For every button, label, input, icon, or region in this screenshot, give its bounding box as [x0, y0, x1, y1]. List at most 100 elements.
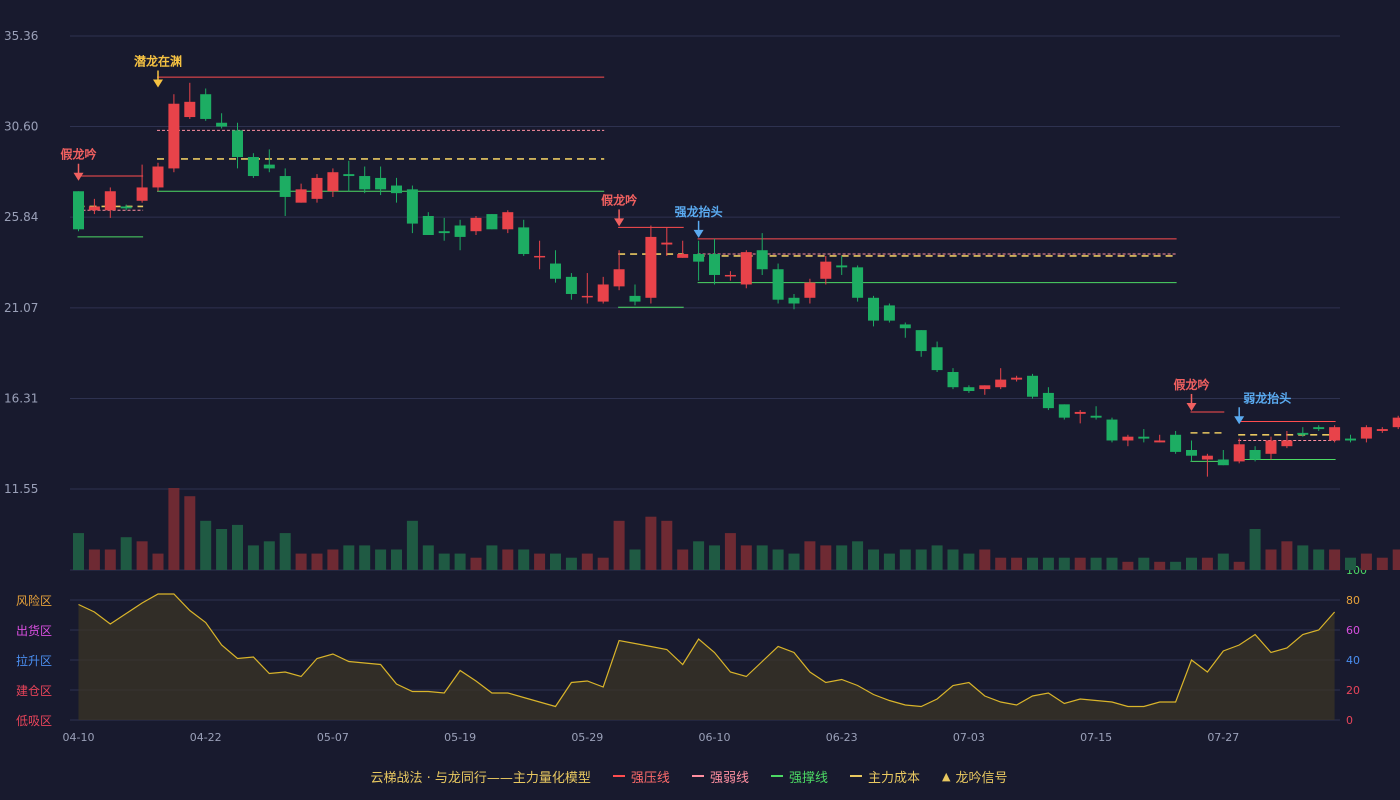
volume-bar [661, 520, 673, 570]
candle-body [1281, 440, 1293, 447]
volume-bar [454, 553, 466, 570]
candle-body [1027, 375, 1038, 397]
date-tick-label: 07-15 [1080, 731, 1112, 744]
candle-body [1042, 392, 1054, 409]
candle-body [104, 191, 116, 211]
candle-body [836, 265, 848, 268]
legend-swatch-support [770, 775, 783, 777]
volume-bar [947, 549, 959, 570]
volume-bar [120, 537, 132, 570]
volume-bar [200, 520, 212, 570]
volume-bar [1106, 557, 1118, 570]
candle-body [1201, 455, 1213, 460]
candle-body [995, 379, 1007, 388]
volume-bar [1360, 553, 1372, 570]
volume-bar [756, 545, 768, 570]
volume-bar [724, 533, 736, 570]
osc-tick-label: 40 [1346, 654, 1360, 667]
volume-bar [693, 541, 705, 570]
volume-bar [343, 545, 355, 570]
volume-bar [788, 553, 800, 570]
volume-bar [613, 520, 625, 570]
volume-bar [1186, 557, 1197, 570]
volume-bar [550, 553, 561, 570]
candle-body [200, 94, 212, 119]
candle-body [422, 215, 434, 236]
candle-body [1106, 419, 1118, 441]
legend-item-signal: ▲ 龙吟信号 [942, 767, 1007, 786]
osc-zone-label: 低吸区 [16, 714, 52, 728]
volume-bar [1281, 541, 1293, 570]
volume-bar [1170, 561, 1182, 570]
signal-label: 潜龙在渊 [134, 54, 182, 69]
volume-bar [915, 549, 927, 570]
volume-bar [740, 545, 752, 570]
osc-tick-label: 20 [1346, 684, 1360, 697]
volume-bar [1392, 549, 1400, 570]
candle-body [1217, 459, 1229, 466]
signal-arrow-icon [1234, 416, 1245, 425]
osc-line [78, 593, 1336, 708]
candle-body [1392, 417, 1400, 428]
volume-bar [883, 553, 895, 570]
candle-body [502, 212, 514, 230]
chart-title: 云梯战法 · 与龙同行——主力量化模型 [370, 770, 591, 786]
volume-bar [709, 545, 720, 570]
price-tick-label: 21.07 [4, 301, 38, 315]
volume-bar [232, 524, 243, 570]
volume-bar [868, 549, 879, 570]
osc-zone-label: 出货区 [16, 623, 52, 638]
volume-bar [1345, 557, 1356, 570]
volume-bar [295, 553, 307, 570]
volume-bar [168, 488, 180, 570]
volume-bar [104, 549, 116, 570]
signal-label: 假龙吟 [60, 147, 96, 162]
volume-bar [963, 553, 975, 570]
candle-body [438, 231, 450, 234]
volume-bar [136, 541, 148, 570]
candle-body [629, 295, 641, 302]
candle-body [1297, 432, 1309, 435]
candle-body [1360, 427, 1372, 439]
candle-body [804, 282, 816, 298]
osc-tick-label: 0 [1346, 714, 1353, 727]
candle-body [470, 217, 482, 232]
candle-body [931, 347, 943, 371]
candle-body [852, 267, 864, 298]
volume-bar [565, 557, 577, 570]
legend-label-pressure: 强压线 [630, 770, 670, 786]
osc-area [78, 594, 1335, 720]
volume-bar [311, 553, 323, 570]
candle-body [645, 236, 657, 298]
volume-bar [406, 520, 418, 570]
volume-bar [263, 541, 275, 570]
candle-body [343, 174, 355, 177]
date-tick-label: 06-23 [826, 731, 858, 744]
volume-bar [1058, 557, 1070, 570]
volume-bar [677, 549, 689, 570]
signal-arrow-icon [153, 79, 163, 88]
candle-body [1011, 377, 1023, 380]
date-tick-label: 07-27 [1207, 731, 1239, 744]
signal-arrow-icon [73, 172, 84, 181]
legend-item-cost: 主力成本 [849, 767, 920, 786]
volume-bar [1249, 529, 1261, 570]
volume-bar [581, 553, 593, 570]
candle-body [868, 297, 879, 321]
candle-body [788, 297, 800, 304]
candle-body [263, 164, 275, 169]
volume-bar [470, 557, 482, 570]
legend-swatch-cost [849, 775, 862, 777]
price-tick-label: 11.55 [4, 482, 38, 496]
volume-bar [359, 545, 371, 570]
candle-body [724, 274, 736, 277]
candle-body [454, 225, 466, 237]
osc-zone-label: 建仓区 [16, 684, 52, 698]
candle-body [1154, 440, 1166, 443]
signal-label: 假龙吟 [1173, 377, 1209, 392]
candle-body [279, 176, 291, 197]
legend-label-signal: 龙吟信号 [955, 770, 1008, 786]
candle-body [359, 176, 371, 190]
volume-bar [804, 541, 816, 570]
volume-bar [931, 545, 943, 570]
